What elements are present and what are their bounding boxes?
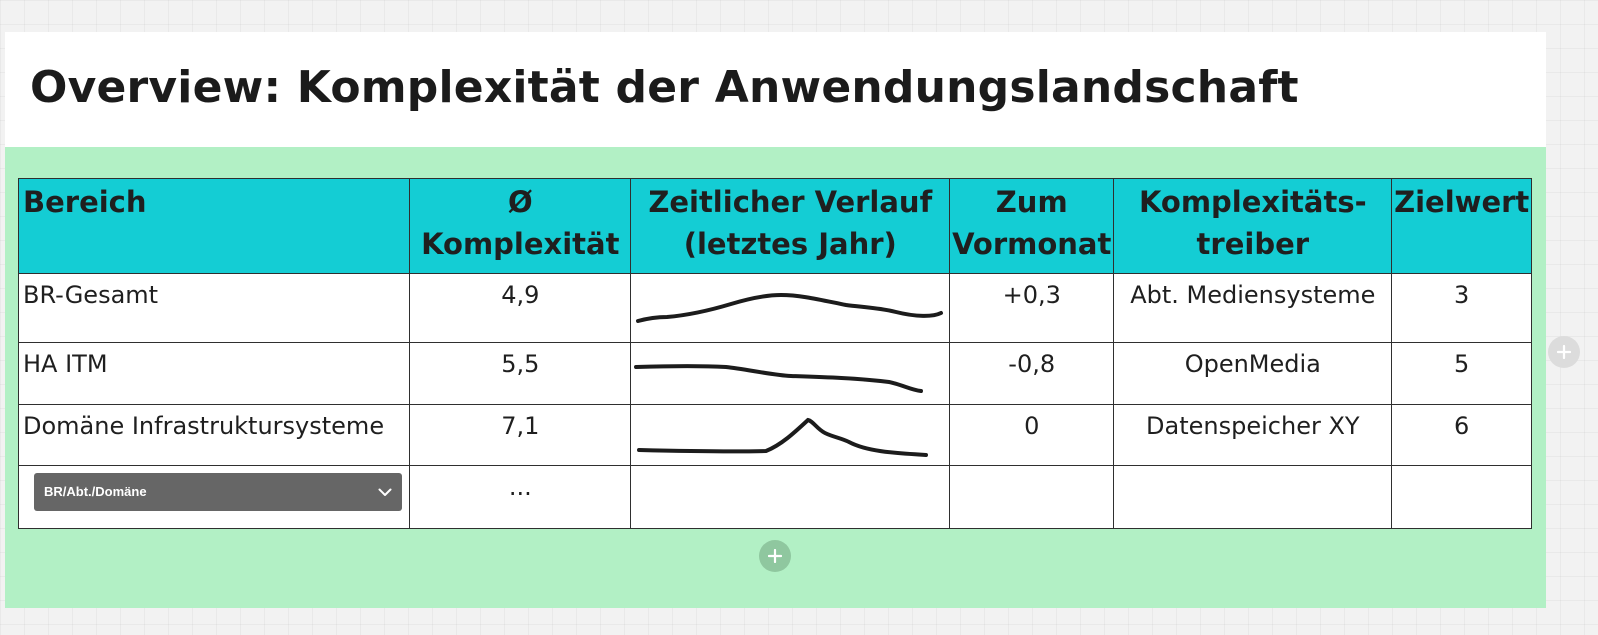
page-title: Overview: Komplexität der Anwendungsland… [30, 62, 1299, 113]
cell-trend-sketch[interactable] [630, 404, 951, 466]
plus-icon [1557, 345, 1571, 359]
header-trend[interactable]: Zeitlicher Verlauf (letztes Jahr) [630, 178, 951, 274]
cell-target[interactable]: 5 [1391, 342, 1532, 405]
header-target[interactable]: Zielwert [1391, 178, 1532, 274]
add-column-button[interactable] [1548, 336, 1580, 368]
cell-delta[interactable]: +0,3 [949, 273, 1115, 343]
header-delta[interactable]: Zum Vormonat [949, 178, 1115, 274]
cell-driver-empty[interactable] [1113, 465, 1393, 529]
trend-sketch [634, 364, 924, 393]
cell-bereich[interactable]: HA ITM [17, 342, 411, 405]
cell-delta-empty[interactable] [949, 465, 1115, 529]
cell-avg[interactable]: ... [409, 465, 632, 529]
cell-driver[interactable]: Abt. Mediensysteme [1113, 273, 1393, 343]
cell-target[interactable]: 3 [1391, 273, 1532, 343]
table-row: BR-Gesamt 4,9 +0,3 Abt. Mediensysteme 3 [17, 273, 1532, 343]
header-bereich[interactable]: Bereich [17, 178, 411, 274]
trend-sketch [637, 417, 929, 457]
table-row: Domäne Infrastruktursysteme 7,1 0 Datens… [17, 404, 1532, 466]
cell-driver[interactable]: OpenMedia [1113, 342, 1393, 405]
title-frame: Overview: Komplexität der Anwendungsland… [5, 32, 1546, 147]
cell-avg[interactable]: 5,5 [409, 342, 632, 405]
cell-trend-empty[interactable] [630, 465, 951, 529]
cell-delta[interactable]: 0 [949, 404, 1115, 466]
trend-sketch [636, 292, 944, 323]
header-driver[interactable]: Komplexitäts-treiber [1113, 178, 1393, 274]
plus-icon [768, 549, 782, 563]
cell-bereich[interactable]: Domäne Infrastruktursysteme [17, 404, 411, 466]
cell-delta[interactable]: -0,8 [949, 342, 1115, 405]
cell-target-empty[interactable] [1391, 465, 1532, 529]
cell-trend-sketch[interactable] [630, 273, 951, 343]
add-row-button[interactable] [759, 540, 791, 572]
table-row: BR/Abt./Domäne ... [17, 465, 1532, 529]
cell-avg[interactable]: 7,1 [409, 404, 632, 466]
complexity-table: Bereich Ø Komplexität Zeitlicher Verlauf(… [17, 178, 1532, 529]
table-row: HA ITM 5,5 -0,8 OpenMedia 5 [17, 342, 1532, 405]
bereich-dropdown[interactable]: BR/Abt./Domäne [34, 473, 402, 511]
cell-avg[interactable]: 4,9 [409, 273, 632, 343]
header-avg-complexity[interactable]: Ø Komplexität [409, 178, 632, 274]
cell-driver[interactable]: Datenspeicher XY [1113, 404, 1393, 466]
cell-bereich-select: BR/Abt./Domäne [17, 465, 411, 529]
cell-bereich[interactable]: BR-Gesamt [17, 273, 411, 343]
cell-trend-sketch[interactable] [630, 342, 951, 405]
chevron-down-icon [378, 488, 392, 496]
table-header-row: Bereich Ø Komplexität Zeitlicher Verlauf(… [17, 178, 1532, 274]
dropdown-value: BR/Abt./Domäne [44, 484, 147, 499]
cell-target[interactable]: 6 [1391, 404, 1532, 466]
